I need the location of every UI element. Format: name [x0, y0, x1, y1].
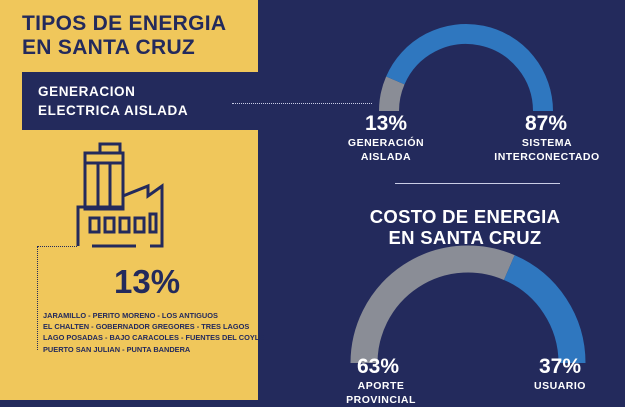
gauge2-label-a-line2: PROVINCIAL — [326, 394, 436, 407]
gauge2-pct-a: 63% — [346, 355, 410, 379]
gauge2-label-b-line1: USUARIO — [520, 380, 600, 394]
gauge2-slice-1 — [509, 268, 572, 363]
gauge2-label-a-line1: APORTE — [326, 380, 436, 394]
gauge2-pct-b: 37% — [528, 355, 592, 379]
gauge2-label-b: USUARIO — [520, 380, 600, 394]
gauge2-slice-0 — [364, 259, 509, 363]
gauge2-label-a: APORTE PROVINCIAL — [326, 380, 436, 407]
